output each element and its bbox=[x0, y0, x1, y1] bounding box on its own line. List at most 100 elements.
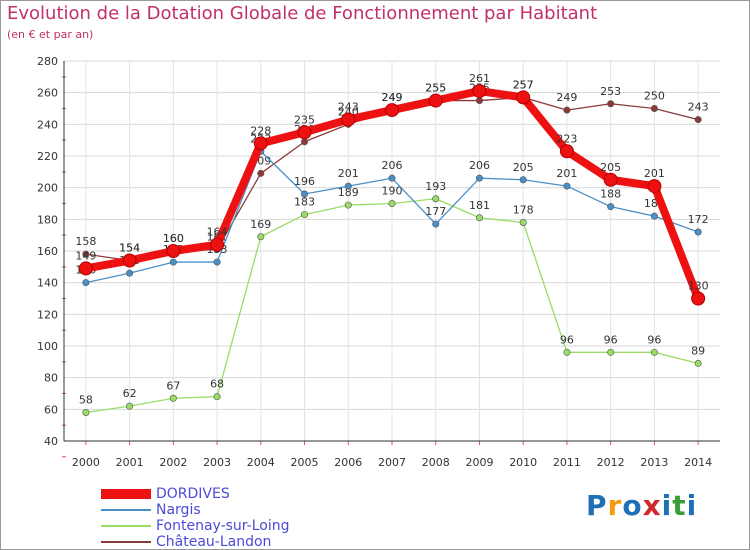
data-label-dordives: 164 bbox=[207, 226, 228, 239]
data-point-fontenay-sur-loing bbox=[82, 408, 90, 416]
data-point-dordives bbox=[691, 291, 706, 306]
y-tick-label: 140 bbox=[37, 277, 58, 290]
data-point-fontenay-sur-loing bbox=[169, 394, 177, 402]
logo-letter: o bbox=[622, 489, 643, 522]
legend-swatch-dordives bbox=[101, 489, 151, 499]
y-tick-label: 220 bbox=[37, 150, 58, 163]
data-point-dordives bbox=[297, 125, 312, 140]
x-tick-label: 2004 bbox=[247, 456, 275, 469]
data-label-fontenay-sur-loing: 189 bbox=[338, 186, 359, 199]
data-point-dordives bbox=[122, 253, 137, 268]
logo-letter: i bbox=[686, 489, 698, 522]
data-label-ch-teau-landon: 253 bbox=[600, 85, 621, 98]
data-label-fontenay-sur-loing: 190 bbox=[382, 185, 403, 198]
data-point-fontenay-sur-loing bbox=[607, 348, 615, 356]
chart-subtitle: (en € et par an) bbox=[7, 28, 94, 41]
legend: DORDIVES Nargis Fontenay-sur-Loing Châte… bbox=[101, 486, 341, 549]
data-point-ch-teau-landon bbox=[607, 100, 615, 108]
data-point-fontenay-sur-loing bbox=[694, 359, 702, 367]
data-label-dordives: 130 bbox=[688, 280, 709, 293]
data-label-dordives: 223 bbox=[556, 132, 577, 145]
legend-item-nargis: Nargis bbox=[101, 502, 341, 518]
data-label-fontenay-sur-loing: 96 bbox=[604, 333, 618, 346]
data-point-ch-teau-landon bbox=[563, 106, 571, 114]
data-point-dordives bbox=[385, 103, 399, 118]
data-point-fontenay-sur-loing bbox=[126, 402, 134, 410]
legend-swatch-fontenay bbox=[101, 525, 151, 527]
proxiti-logo: Proxiti bbox=[586, 489, 697, 522]
data-label-fontenay-sur-loing: 58 bbox=[79, 394, 93, 407]
data-label-fontenay-sur-loing: 62 bbox=[123, 387, 137, 400]
data-point-dordives bbox=[559, 144, 574, 159]
data-point-ch-teau-landon bbox=[650, 105, 658, 113]
data-label-ch-teau-landon: 243 bbox=[688, 101, 709, 114]
legend-label-fontenay: Fontenay-sur-Loing bbox=[156, 518, 290, 534]
data-label-ch-teau-landon: 250 bbox=[644, 90, 665, 103]
data-point-fontenay-sur-loing bbox=[475, 214, 483, 222]
data-point-fontenay-sur-loing bbox=[432, 195, 440, 203]
data-label-dordives: 201 bbox=[644, 167, 665, 180]
legend-label-nargis: Nargis bbox=[156, 502, 201, 518]
legend-swatch-nargis bbox=[101, 509, 151, 511]
data-label-dordives: 261 bbox=[469, 72, 490, 85]
data-label-fontenay-sur-loing: 193 bbox=[425, 180, 446, 193]
data-point-nargis bbox=[126, 269, 134, 277]
data-point-fontenay-sur-loing bbox=[301, 211, 309, 219]
y-tick-label: 280 bbox=[37, 55, 58, 68]
y-tick-label: 80 bbox=[44, 372, 58, 385]
data-point-ch-teau-landon bbox=[301, 138, 309, 146]
x-tick-label: 2013 bbox=[640, 456, 668, 469]
data-point-nargis bbox=[650, 212, 658, 220]
data-point-dordives bbox=[603, 172, 618, 187]
legend-label-dordives: DORDIVES bbox=[156, 486, 230, 502]
data-label-dordives: 255 bbox=[425, 82, 446, 95]
logo-letter: r bbox=[607, 489, 623, 522]
data-label-ch-teau-landon: 249 bbox=[382, 91, 403, 104]
data-point-dordives bbox=[341, 112, 356, 127]
data-point-nargis bbox=[388, 174, 396, 182]
data-label-fontenay-sur-loing: 96 bbox=[560, 333, 574, 346]
data-label-nargis: 206 bbox=[382, 159, 403, 172]
y-tick-label: 200 bbox=[37, 182, 58, 195]
data-point-dordives bbox=[516, 90, 531, 105]
data-point-dordives bbox=[166, 244, 181, 258]
data-point-dordives bbox=[428, 93, 443, 108]
y-tick-label: 100 bbox=[37, 340, 58, 353]
data-label-ch-teau-landon: 158 bbox=[75, 235, 96, 248]
legend-swatch-chateau-landon bbox=[101, 541, 151, 543]
data-point-fontenay-sur-loing bbox=[344, 201, 352, 209]
data-label-dordives: 160 bbox=[163, 232, 184, 245]
data-label-fontenay-sur-loing: 181 bbox=[469, 199, 490, 212]
y-tick-label: 260 bbox=[37, 87, 58, 100]
data-point-fontenay-sur-loing bbox=[213, 393, 221, 401]
data-point-dordives bbox=[78, 261, 93, 276]
data-point-nargis bbox=[607, 203, 615, 211]
data-label-nargis: 201 bbox=[556, 167, 577, 180]
data-point-nargis bbox=[519, 176, 527, 184]
legend-item-dordives: DORDIVES bbox=[101, 486, 341, 502]
x-tick-label: 2001 bbox=[116, 456, 144, 469]
data-label-fontenay-sur-loing: 96 bbox=[647, 333, 661, 346]
data-point-nargis bbox=[475, 174, 483, 182]
data-label-dordives: 149 bbox=[75, 249, 96, 262]
data-label-fontenay-sur-loing: 183 bbox=[294, 196, 315, 209]
data-label-nargis: 177 bbox=[425, 205, 446, 218]
data-point-fontenay-sur-loing bbox=[257, 233, 265, 241]
data-label-dordives: 235 bbox=[294, 113, 315, 126]
logo-letter: i bbox=[661, 489, 673, 522]
data-point-dordives bbox=[647, 179, 662, 194]
x-tick-label: 2012 bbox=[597, 456, 625, 469]
data-label-ch-teau-landon: 160 bbox=[163, 232, 184, 245]
data-label-fontenay-sur-loing: 68 bbox=[210, 378, 224, 391]
data-point-ch-teau-landon bbox=[475, 97, 483, 105]
data-point-nargis bbox=[432, 220, 440, 228]
logo-letter: x bbox=[642, 489, 662, 522]
data-point-nargis bbox=[169, 258, 177, 266]
data-label-ch-teau-landon: 154 bbox=[119, 242, 140, 255]
data-point-fontenay-sur-loing bbox=[650, 348, 658, 356]
data-point-nargis bbox=[213, 258, 221, 266]
data-point-ch-teau-landon bbox=[257, 169, 265, 177]
data-point-fontenay-sur-loing bbox=[519, 219, 527, 227]
